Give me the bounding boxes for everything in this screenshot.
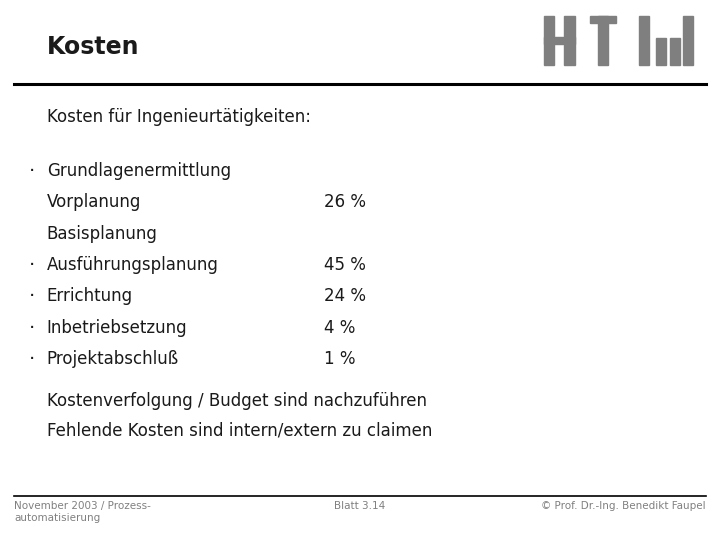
Text: Basisplanung: Basisplanung <box>47 225 158 242</box>
Text: 26 %: 26 % <box>324 193 366 211</box>
Bar <box>639 16 649 65</box>
Text: 1 %: 1 % <box>324 350 356 368</box>
Text: Inbetriebsetzung: Inbetriebsetzung <box>47 319 187 336</box>
Text: 4 %: 4 % <box>324 319 356 336</box>
Bar <box>544 37 575 44</box>
Bar <box>598 16 608 65</box>
Bar <box>544 16 554 65</box>
Text: © Prof. Dr.-Ing. Benedikt Faupel: © Prof. Dr.-Ing. Benedikt Faupel <box>541 501 706 511</box>
Bar <box>564 16 575 65</box>
Text: ·: · <box>29 350 35 369</box>
Bar <box>670 38 680 65</box>
Bar <box>590 16 616 23</box>
Bar <box>683 16 693 65</box>
Text: Grundlagenermittlung: Grundlagenermittlung <box>47 162 231 180</box>
Text: Blatt 3.14: Blatt 3.14 <box>334 501 386 511</box>
Text: Vorplanung: Vorplanung <box>47 193 141 211</box>
Text: ·: · <box>29 162 35 181</box>
Text: Kostenverfolgung / Budget sind nachzuführen: Kostenverfolgung / Budget sind nachzufüh… <box>47 392 427 410</box>
Text: 45 %: 45 % <box>324 256 366 274</box>
Text: Ausführungsplanung: Ausführungsplanung <box>47 256 219 274</box>
Text: Kosten: Kosten <box>47 35 139 59</box>
Text: Errichtung: Errichtung <box>47 287 133 305</box>
Text: Projektabschluß: Projektabschluß <box>47 350 179 368</box>
Text: 24 %: 24 % <box>324 287 366 305</box>
Text: ·: · <box>29 256 35 275</box>
Text: Kosten für Ingenieurtätigkeiten:: Kosten für Ingenieurtätigkeiten: <box>47 108 311 126</box>
Text: November 2003 / Prozess-
automatisierung: November 2003 / Prozess- automatisierung <box>14 501 151 523</box>
Text: ·: · <box>29 319 35 338</box>
Bar <box>656 38 666 65</box>
Text: Fehlende Kosten sind intern/extern zu claimen: Fehlende Kosten sind intern/extern zu cl… <box>47 422 432 440</box>
Text: ·: · <box>29 287 35 306</box>
